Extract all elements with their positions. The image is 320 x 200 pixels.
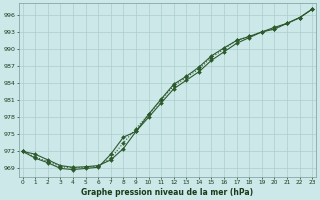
X-axis label: Graphe pression niveau de la mer (hPa): Graphe pression niveau de la mer (hPa) <box>81 188 253 197</box>
